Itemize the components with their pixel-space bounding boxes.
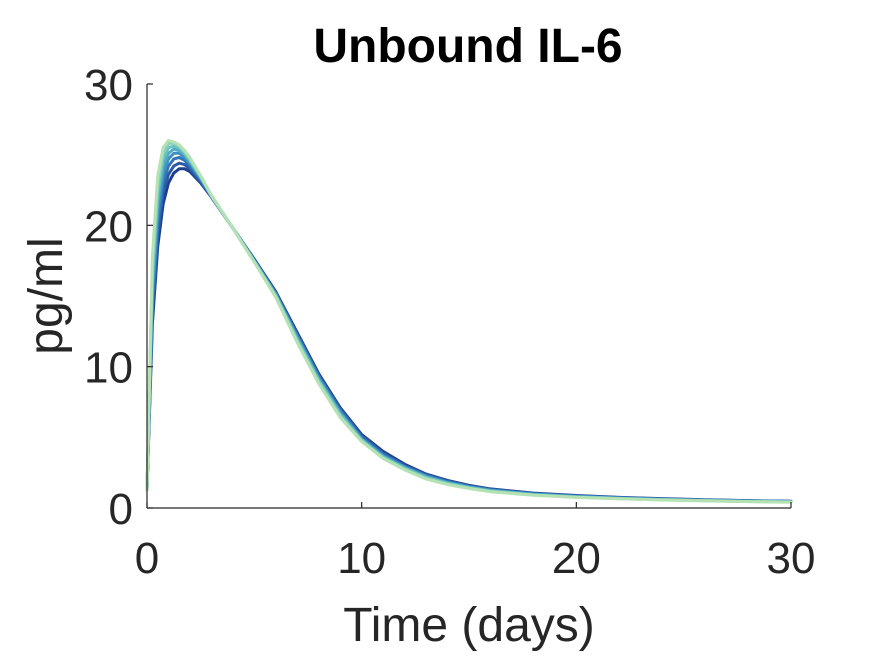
series-layer [145,139,793,504]
series-line-5 [145,147,793,504]
series-line-6 [145,144,793,504]
x-axis-ticks: 0 10 20 30 [135,502,816,583]
series-line-3 [145,155,793,503]
x-tick-label: 20 [552,534,601,583]
x-tick-label: 10 [337,534,386,583]
y-axis-ticks: 0 10 20 30 [84,61,153,534]
y-tick-label: 30 [84,61,133,110]
series-line-1 [145,167,793,503]
x-tick-label: 0 [135,534,159,583]
y-tick-label: 10 [84,344,133,393]
series-line-7 [145,141,793,504]
y-tick-label: 0 [109,485,133,534]
y-tick-label: 20 [84,202,133,251]
chart-title: Unbound IL-6 [313,20,622,73]
series-line-8 [145,139,793,504]
series-line-2 [145,161,793,503]
x-tick-label: 30 [767,534,816,583]
x-axis-title: Time (days) [343,599,595,652]
series-line-4 [145,151,793,504]
y-axis-title: pg/ml [20,237,73,354]
